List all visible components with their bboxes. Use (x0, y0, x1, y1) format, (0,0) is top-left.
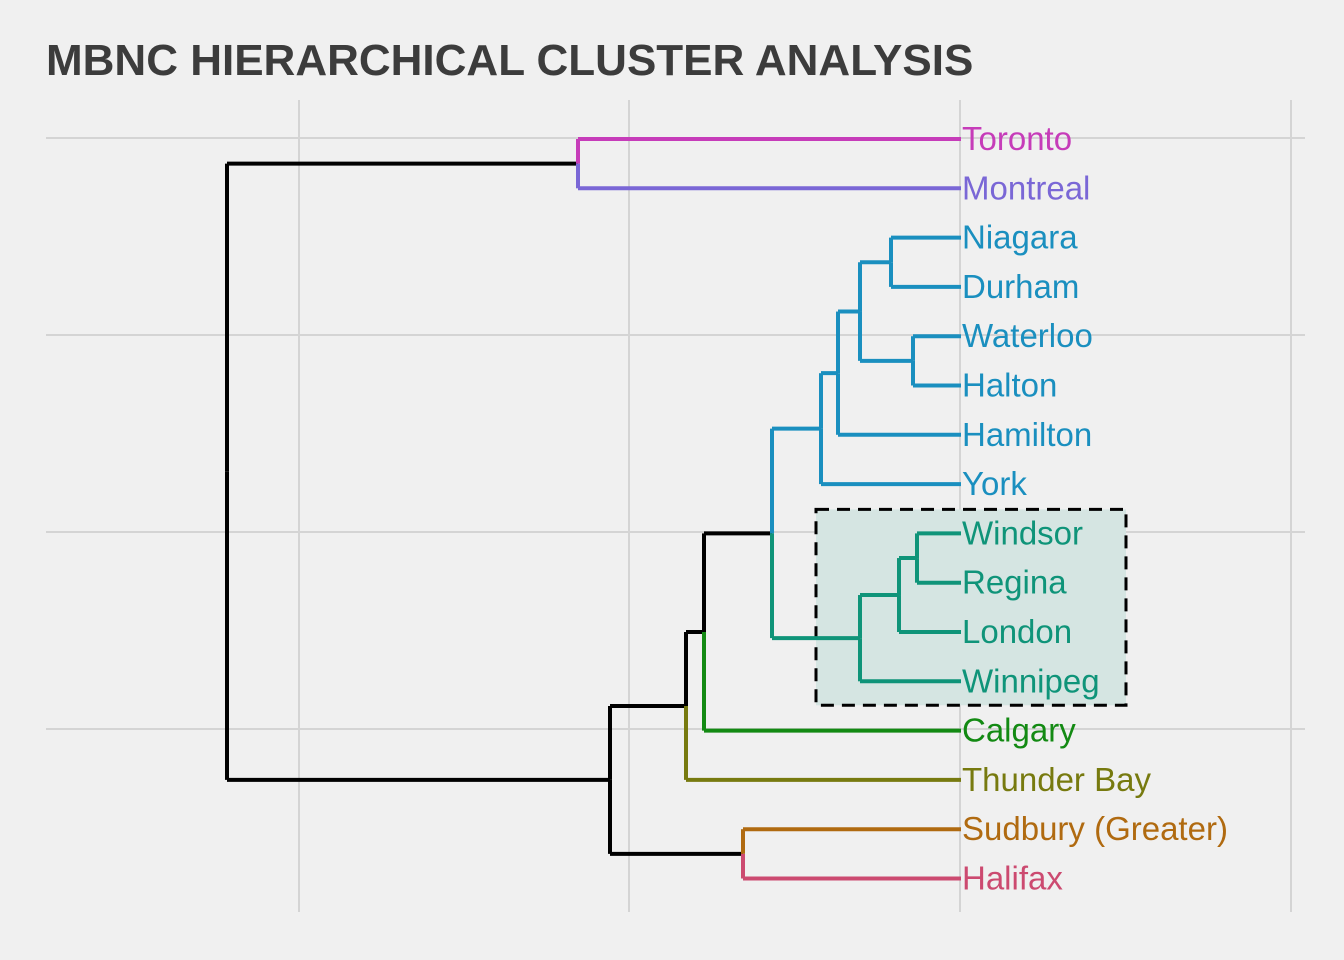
leaf-label-halifax: Halifax (962, 860, 1063, 897)
highlight-layer (814, 507, 1128, 707)
leaf-label-thunder-bay: Thunder Bay (962, 761, 1151, 798)
leaf-label-halton: Halton (962, 367, 1057, 404)
leaf-label-durham: Durham (962, 268, 1079, 305)
chart-title: MBNC HIERARCHICAL CLUSTER ANALYSIS (46, 36, 973, 85)
leaf-label-niagara: Niagara (962, 219, 1078, 256)
grid (46, 100, 1305, 912)
leaf-label-winnipeg: Winnipeg (962, 662, 1100, 699)
leaf-label-hamilton: Hamilton (962, 416, 1092, 453)
highlight-rect (814, 507, 1128, 707)
leaf-label-sudbury-greater: Sudbury (Greater) (962, 810, 1228, 847)
leaf-label-york: York (962, 465, 1027, 502)
leaf-label-montreal: Montreal (962, 169, 1090, 206)
leaf-label-regina: Regina (962, 564, 1067, 601)
leaf-label-windsor: Windsor (962, 514, 1083, 551)
leaf-label-waterloo: Waterloo (962, 317, 1093, 354)
branches (225, 137, 961, 881)
leaf-label-london: London (962, 613, 1072, 650)
leaf-labels: Toronto Montreal Niagara Durham Waterloo Halt… (962, 120, 1228, 897)
leaf-label-toronto: Toronto (962, 120, 1072, 157)
leaf-label-calgary: Calgary (962, 712, 1076, 749)
